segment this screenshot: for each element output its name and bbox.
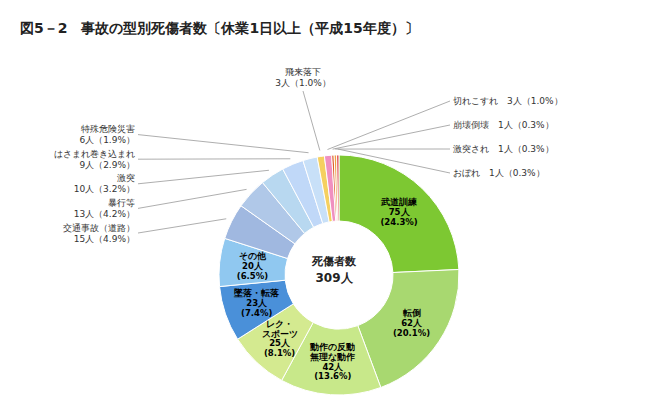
svg-text:武道訓練75人(24.3%): 武道訓練75人(24.3%) (380, 197, 418, 227)
svg-text:その他20人(6.5%): その他20人(6.5%) (237, 251, 268, 281)
svg-text:墜落・転落23人(7.4%): 墜落・転落23人(7.4%) (233, 288, 280, 318)
svg-text:激突10人（3.2%）: 激突10人（3.2%） (74, 173, 135, 194)
svg-text:交通事故（道路）15人（4.9%）: 交通事故（道路）15人（4.9%） (63, 223, 135, 244)
svg-text:特殊危険災害6人（1.9%）: 特殊危険災害6人（1.9%） (79, 124, 135, 145)
html-text:死傷者数: 死傷者数 (312, 255, 356, 268)
svg-text:飛来落下3人（1.0%）: 飛来落下3人（1.0%） (275, 67, 331, 88)
svg-text:レク・スポーツ25人(8.1%): レク・スポーツ25人(8.1%) (262, 319, 298, 358)
svg-text:暴行等13人（4.2%）: 暴行等13人（4.2%） (74, 198, 135, 219)
html-text:309人: 309人 (315, 271, 353, 285)
svg-text:動作の反動無理な動作42人(13.6%): 動作の反動無理な動作42人(13.6%) (309, 342, 355, 381)
html-text:図5－2 事故の型別死傷者数〔休業1日以上（平成15年度）〕: 図5－2 事故の型別死傷者数〔休業1日以上（平成15年度）〕 (20, 20, 419, 36)
svg-text:崩壊倒壊 1人（0.3%）: 崩壊倒壊 1人（0.3%） (453, 120, 554, 130)
svg-text:切れこすれ 3人（1.0%）: 切れこすれ 3人（1.0%） (453, 96, 563, 106)
svg-text:おぼれ 1人（0.3%）: おぼれ 1人（0.3%） (453, 168, 545, 178)
svg-text:激突され 1人（0.3%）: 激突され 1人（0.3%） (453, 144, 554, 154)
svg-text:転倒62人(20.1%): 転倒62人(20.1%) (393, 308, 430, 338)
svg-text:はさまれ巻き込まれ9人（2.9%）: はさまれ巻き込まれ9人（2.9%） (54, 149, 135, 170)
